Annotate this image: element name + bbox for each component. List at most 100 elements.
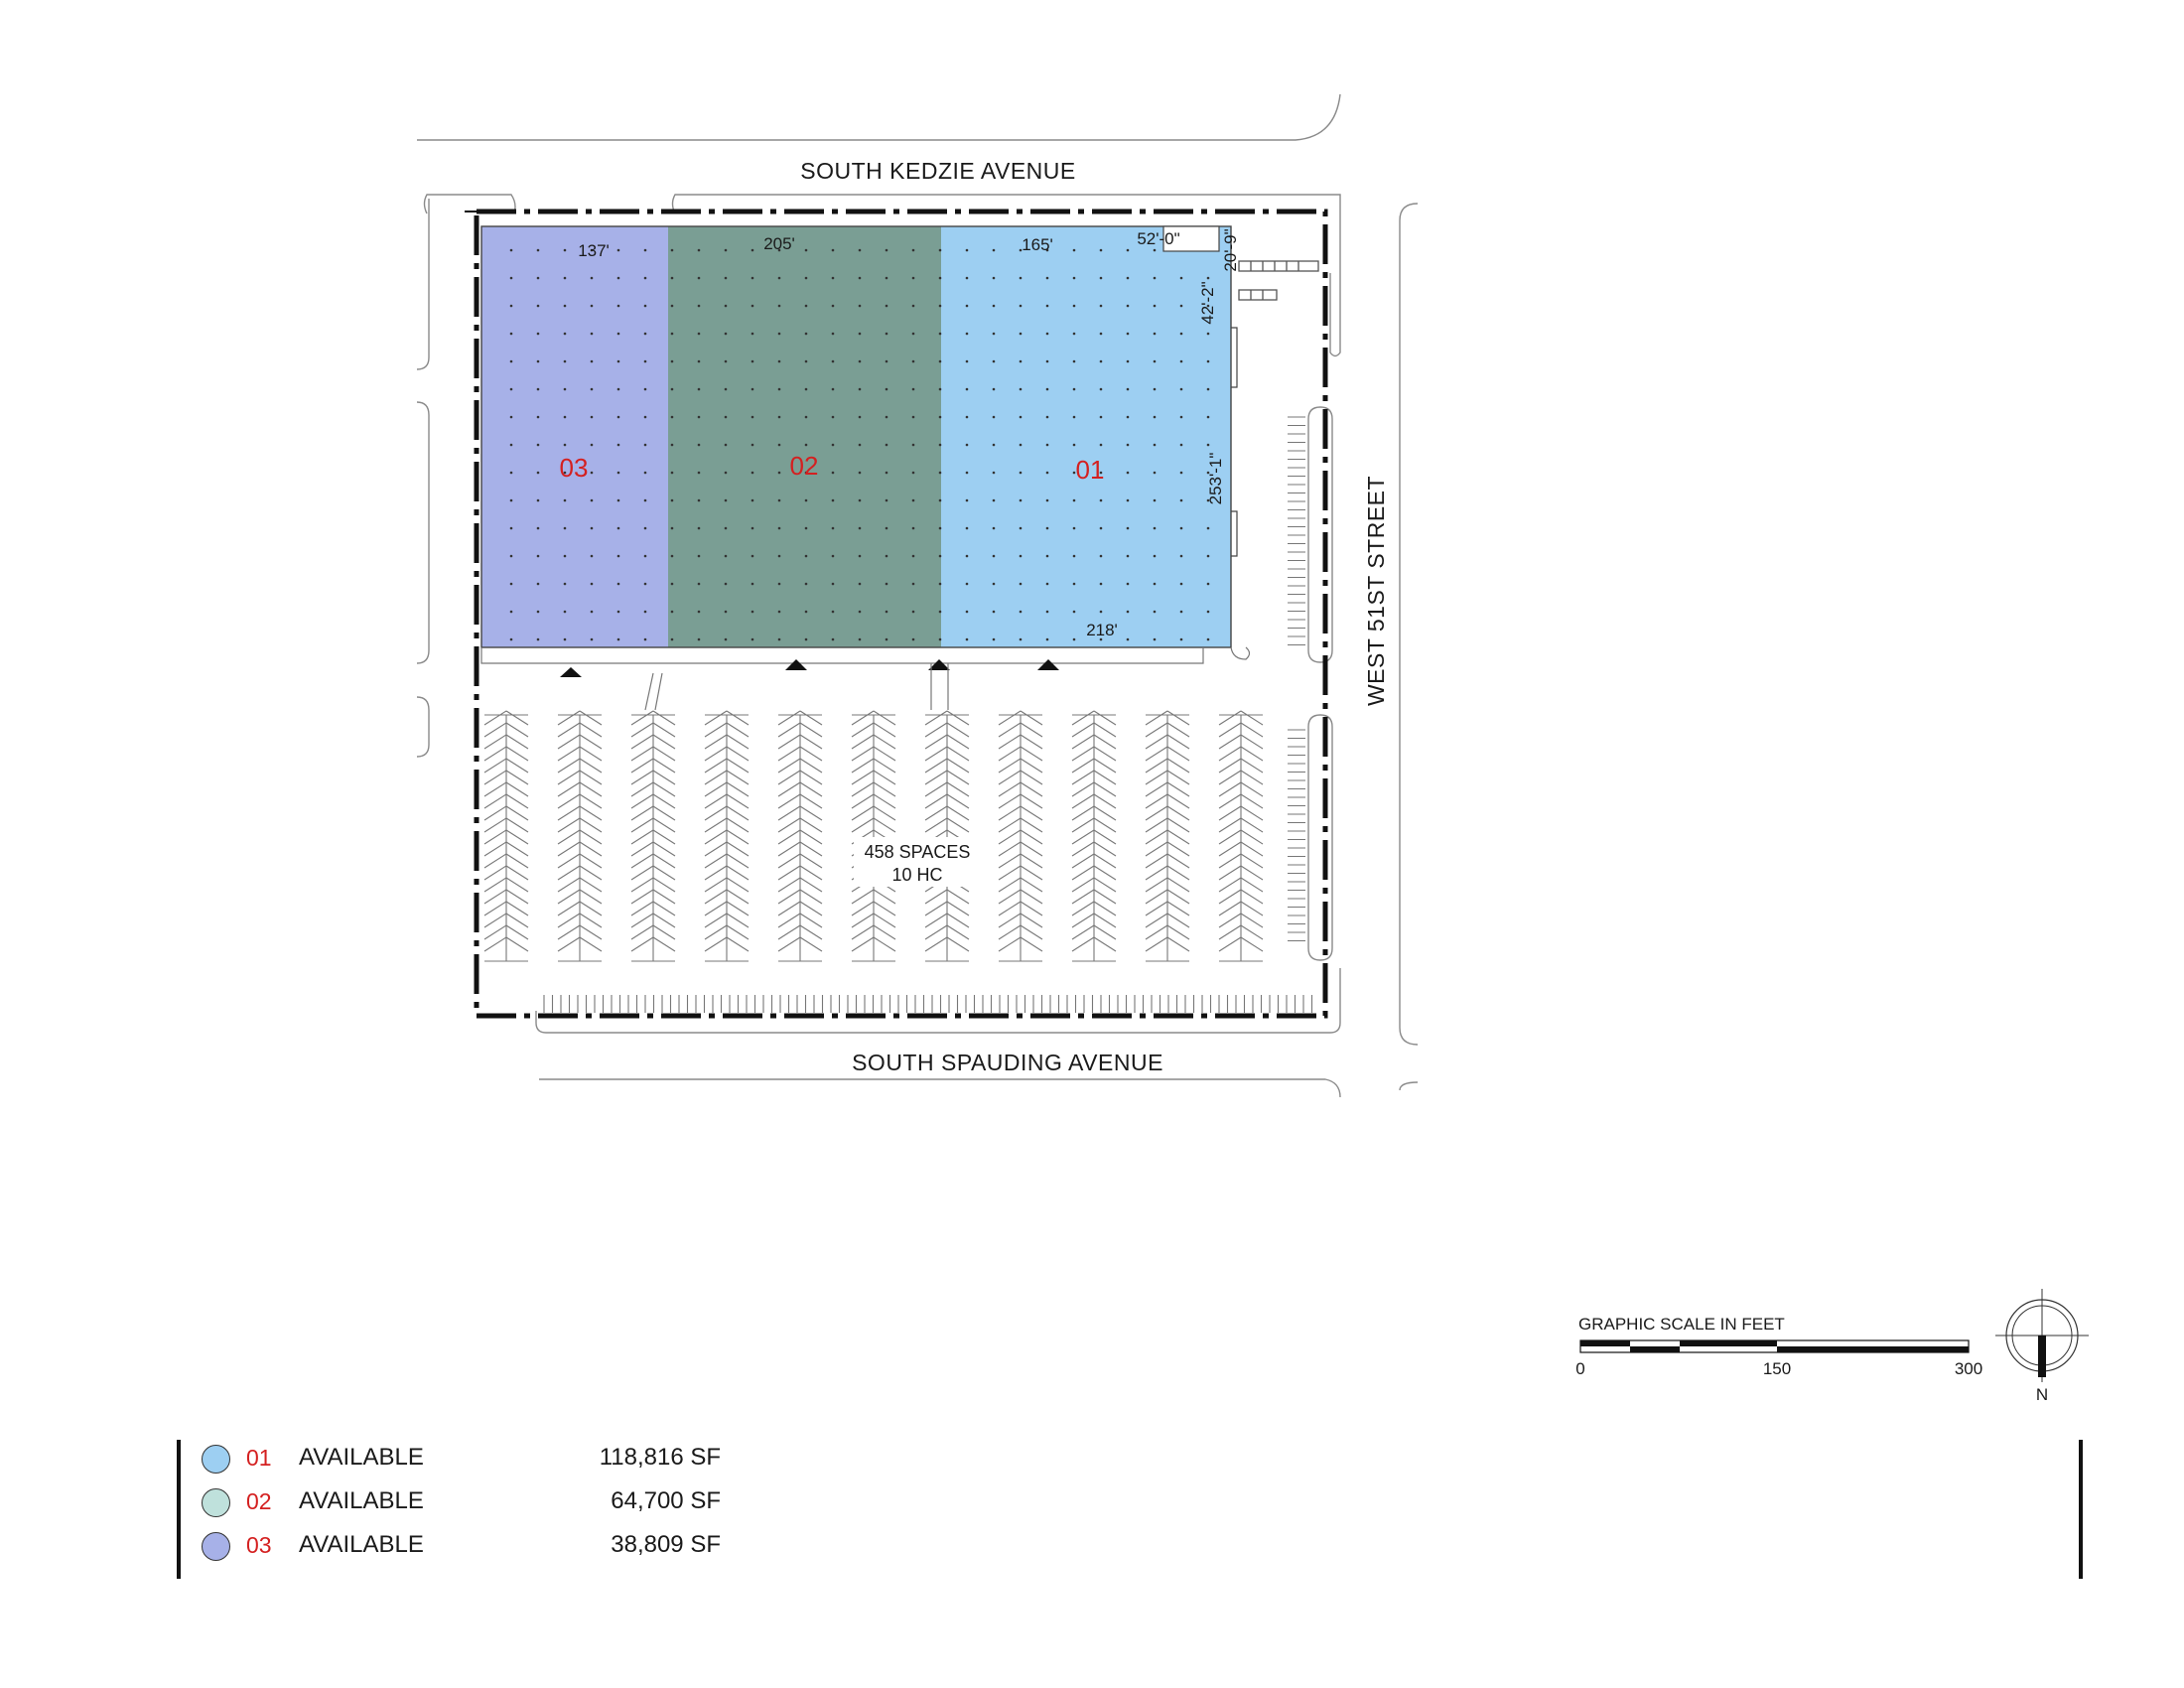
column-dot bbox=[804, 610, 808, 614]
column-dot bbox=[643, 359, 647, 363]
edge-stalls bbox=[543, 416, 1313, 1013]
column-dot bbox=[697, 582, 701, 586]
column-dot bbox=[1126, 304, 1130, 308]
column-dot bbox=[1179, 554, 1183, 558]
column-dot bbox=[1126, 276, 1130, 280]
column-dot bbox=[1045, 443, 1049, 447]
column-dot bbox=[509, 359, 513, 363]
column-dot bbox=[804, 471, 808, 475]
column-dot bbox=[670, 498, 674, 502]
column-dot bbox=[643, 248, 647, 252]
dim-south-width: 218' bbox=[1086, 621, 1118, 639]
column-dot bbox=[938, 415, 942, 419]
column-dot bbox=[804, 304, 808, 308]
column-dot bbox=[751, 582, 754, 586]
column-dot bbox=[885, 526, 888, 530]
column-dot bbox=[724, 276, 728, 280]
column-dot bbox=[590, 304, 594, 308]
parking-hc-label: 10 HC bbox=[891, 865, 942, 885]
column-dot bbox=[509, 443, 513, 447]
column-dot bbox=[509, 415, 513, 419]
column-dot bbox=[831, 359, 835, 363]
column-dot bbox=[536, 554, 540, 558]
column-dot bbox=[1206, 332, 1210, 336]
legend-num: 02 bbox=[246, 1488, 272, 1514]
column-dot bbox=[590, 526, 594, 530]
column-dot bbox=[992, 304, 996, 308]
column-dot bbox=[1126, 443, 1130, 447]
column-dot bbox=[1179, 359, 1183, 363]
column-dot bbox=[885, 332, 888, 336]
column-dot bbox=[831, 387, 835, 391]
column-dot bbox=[1045, 471, 1049, 475]
column-dot bbox=[697, 387, 701, 391]
column-dot bbox=[992, 415, 996, 419]
column-dot bbox=[643, 304, 647, 308]
suite-01-area[interactable] bbox=[941, 226, 1231, 647]
column-dot bbox=[697, 248, 701, 252]
column-dot bbox=[751, 387, 754, 391]
column-dot bbox=[509, 498, 513, 502]
column-dot bbox=[858, 332, 862, 336]
column-dot bbox=[1206, 582, 1210, 586]
column-dot bbox=[1072, 526, 1076, 530]
column-dot bbox=[1099, 582, 1103, 586]
suite-03-area[interactable] bbox=[481, 226, 668, 647]
column-dot bbox=[885, 304, 888, 308]
column-dot bbox=[751, 304, 754, 308]
column-dot bbox=[616, 443, 620, 447]
column-dot bbox=[911, 554, 915, 558]
column-dot bbox=[804, 637, 808, 641]
column-dot bbox=[590, 498, 594, 502]
column-dot bbox=[643, 582, 647, 586]
parking-row bbox=[924, 710, 970, 962]
column-dot bbox=[1206, 498, 1210, 502]
column-dot bbox=[616, 526, 620, 530]
parking-spaces-label: 458 SPACES bbox=[865, 842, 971, 862]
column-dot bbox=[536, 610, 540, 614]
column-dot bbox=[724, 498, 728, 502]
column-dot bbox=[590, 276, 594, 280]
column-dot bbox=[670, 554, 674, 558]
column-dot bbox=[992, 359, 996, 363]
column-dot bbox=[804, 248, 808, 252]
column-dot bbox=[724, 332, 728, 336]
column-dot bbox=[724, 443, 728, 447]
column-dot bbox=[1153, 498, 1157, 502]
column-dot bbox=[831, 554, 835, 558]
column-dot bbox=[1179, 415, 1183, 419]
legend-bracket-left bbox=[177, 1440, 181, 1579]
column-dot bbox=[831, 637, 835, 641]
suite-02-area[interactable] bbox=[668, 226, 941, 647]
column-dot bbox=[509, 471, 513, 475]
column-dot bbox=[643, 498, 647, 502]
column-dot bbox=[1206, 610, 1210, 614]
column-dot bbox=[777, 554, 781, 558]
legend-row-02[interactable]: 02 AVAILABLE 64,700 SF bbox=[177, 1483, 971, 1523]
column-dot bbox=[804, 332, 808, 336]
column-dot bbox=[1019, 554, 1023, 558]
column-dot bbox=[1126, 359, 1130, 363]
column-dot bbox=[1153, 332, 1157, 336]
column-dot bbox=[724, 387, 728, 391]
column-dot bbox=[831, 248, 835, 252]
column-dot bbox=[885, 637, 888, 641]
column-dot bbox=[643, 332, 647, 336]
column-dot bbox=[777, 498, 781, 502]
column-dot bbox=[911, 276, 915, 280]
legend-row-03[interactable]: 03 AVAILABLE 38,809 SF bbox=[177, 1527, 971, 1567]
column-dot bbox=[938, 637, 942, 641]
column-dot bbox=[1099, 304, 1103, 308]
column-dot bbox=[858, 248, 862, 252]
column-dot bbox=[616, 637, 620, 641]
column-dot bbox=[643, 610, 647, 614]
column-dot bbox=[1045, 304, 1049, 308]
column-dot bbox=[804, 582, 808, 586]
legend-status: AVAILABLE bbox=[299, 1487, 424, 1514]
dim-east-upper: 42'-2" bbox=[1198, 281, 1217, 324]
legend-row-01[interactable]: 01 AVAILABLE 118,816 SF bbox=[177, 1440, 971, 1479]
column-dot bbox=[751, 332, 754, 336]
column-dot bbox=[563, 637, 567, 641]
column-dot bbox=[965, 304, 969, 308]
